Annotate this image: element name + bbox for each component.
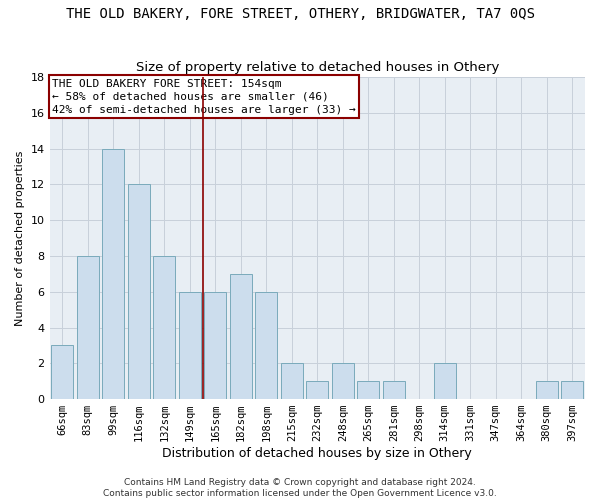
Bar [383,381,404,399]
Bar [103,148,124,399]
Bar [281,364,302,399]
Bar [179,292,200,399]
Bar [307,381,328,399]
Title: Size of property relative to detached houses in Othery: Size of property relative to detached ho… [136,62,499,74]
Bar [77,256,98,399]
Y-axis label: Number of detached properties: Number of detached properties [15,150,25,326]
Bar [434,364,455,399]
Bar [230,274,251,399]
Bar [358,381,379,399]
Text: THE OLD BAKERY, FORE STREET, OTHERY, BRIDGWATER, TA7 0QS: THE OLD BAKERY, FORE STREET, OTHERY, BRI… [65,8,535,22]
Bar [205,292,226,399]
Bar [52,346,73,399]
Text: THE OLD BAKERY FORE STREET: 154sqm
← 58% of detached houses are smaller (46)
42%: THE OLD BAKERY FORE STREET: 154sqm ← 58%… [52,78,356,115]
Bar [562,381,583,399]
Bar [536,381,557,399]
Bar [154,256,175,399]
Bar [128,184,149,399]
X-axis label: Distribution of detached houses by size in Othery: Distribution of detached houses by size … [163,447,472,460]
Bar [256,292,277,399]
Bar [332,364,353,399]
Text: Contains HM Land Registry data © Crown copyright and database right 2024.
Contai: Contains HM Land Registry data © Crown c… [103,478,497,498]
